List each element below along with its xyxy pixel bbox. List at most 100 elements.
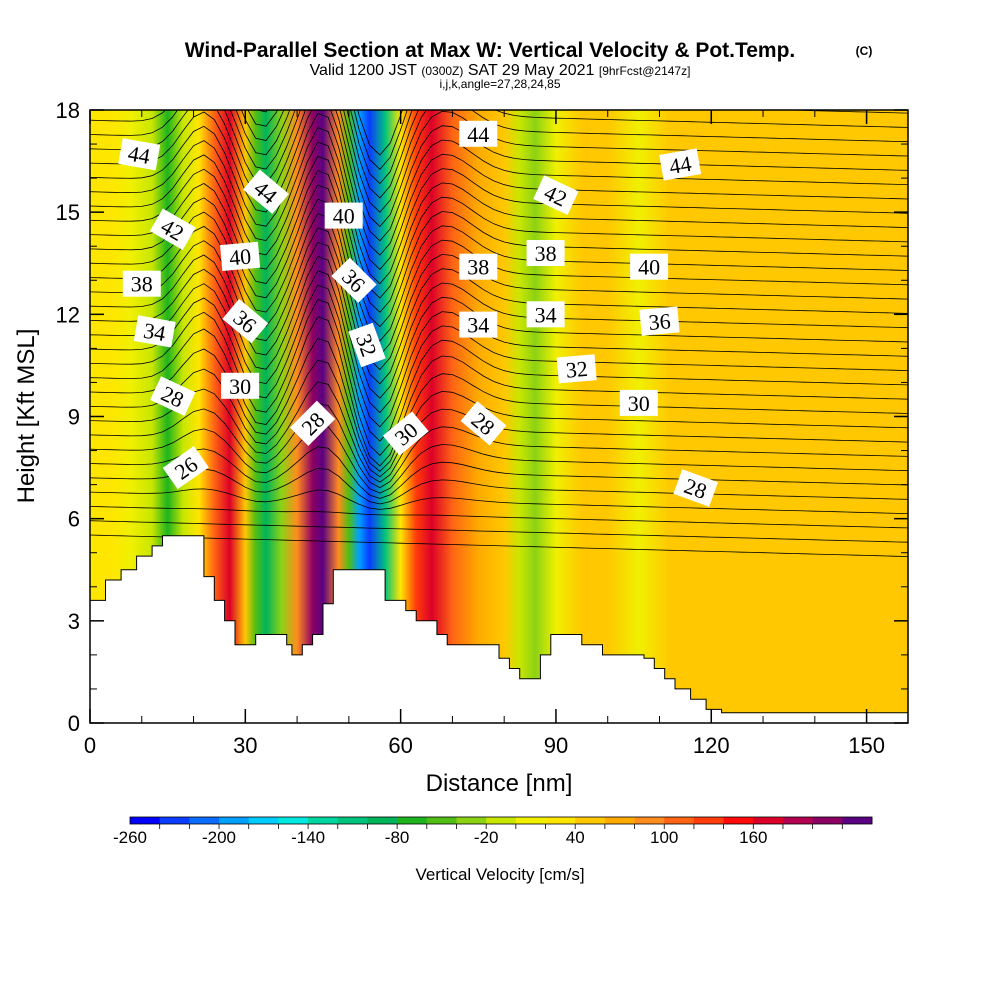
colorbar-tick-label: 160 [739, 828, 767, 847]
colorbar-swatch [248, 817, 279, 824]
colorbar-swatch [575, 817, 606, 824]
colorbar-swatch [782, 817, 814, 824]
contour-label: 44 [659, 148, 702, 181]
colorbar-tick-label: -80 [385, 828, 410, 847]
theta-contour-line [90, 241, 908, 399]
contour-label: 32 [556, 354, 597, 384]
y-tick-label: 6 [68, 507, 80, 532]
contour-label: 38 [459, 253, 498, 280]
contour-label-text: 34 [467, 313, 489, 338]
contour-label: 28 [673, 469, 719, 507]
theta-contour-line [90, 520, 908, 543]
contour-label: 44 [118, 138, 161, 171]
colorbar-swatch [308, 817, 339, 824]
valid-date: SAT 29 May 2021 [468, 62, 595, 79]
contour-label: 40 [630, 253, 669, 280]
contour-label-text: 40 [638, 255, 660, 280]
x-tick-label: 90 [544, 733, 568, 758]
theta-contour-line [90, 198, 908, 356]
contour-label-text: 40 [228, 243, 252, 270]
contour-label-box [459, 253, 498, 280]
chart-title: Wind-Parallel Section at Max W: Vertical… [185, 39, 796, 62]
colorbar-swatch [367, 817, 398, 824]
contour-label-box [659, 148, 702, 181]
colorbar-swatch [130, 817, 161, 824]
contour-label-text: 40 [333, 204, 355, 229]
theta-contour-line [90, 506, 908, 529]
colorbar-swatch [693, 817, 724, 824]
contour-label-text: 44 [667, 151, 693, 179]
theta-contour-line [90, 534, 908, 557]
contour-label-box [133, 315, 176, 348]
contour-label-box [526, 301, 565, 328]
theta-contour-line [90, 316, 908, 467]
colorbar-frame [129, 816, 873, 825]
contour-label-box [348, 322, 386, 368]
x-tick-label: 0 [84, 733, 96, 758]
contour-label-text: 44 [467, 122, 489, 147]
contour-label-box [331, 257, 377, 303]
contour-label-box [222, 298, 269, 344]
contour-label-box [639, 306, 680, 336]
contour-label: 30 [221, 372, 260, 399]
colorbar-swatch [219, 817, 250, 824]
contour-label-box [673, 469, 719, 507]
contour-label-box [630, 253, 669, 280]
contour-label: 38 [526, 240, 565, 266]
title-mark: (C) [856, 44, 873, 58]
theta-contour-line [90, 227, 908, 385]
contour-label: 30 [619, 389, 658, 416]
colorbar-swatch [545, 817, 576, 824]
theta-contours [90, 110, 908, 557]
valid-prefix: Valid 1200 JST [310, 62, 418, 79]
contour-label-box [162, 446, 209, 490]
colorbar-label: Vertical Velocity [cm/s] [415, 865, 584, 884]
y-tick-label: 9 [68, 405, 80, 430]
contour-label-box [289, 400, 336, 446]
contour-label-text: 34 [535, 302, 557, 327]
contour-label-box [149, 208, 196, 250]
x-axis-label: Distance [nm] [426, 770, 573, 797]
colorbar-swatch [515, 817, 546, 824]
colorbar-tick-label: -200 [202, 828, 236, 847]
contour-label-box [118, 138, 161, 171]
y-axis-label: Height [Kft MSL] [13, 329, 40, 504]
colorbar-swatch [426, 817, 457, 824]
contour-label-box [533, 175, 579, 215]
theta-contour-line [90, 467, 908, 505]
contour-label: 38 [122, 270, 161, 297]
theta-contour-line [90, 110, 908, 213]
theta-contour-line [90, 424, 908, 494]
contour-label-box [122, 270, 161, 297]
colorbar-swatch [189, 817, 220, 824]
theta-contour-line [90, 446, 908, 499]
colorbar-tick-label: -140 [291, 828, 325, 847]
theta-contour-line [90, 402, 908, 489]
contour-label-box [220, 241, 261, 272]
theta-contour-line [90, 284, 908, 442]
colorbar-swatch [337, 817, 368, 824]
theta-contour-line [90, 110, 908, 242]
colorbar: -260 -200 -140 -80 -20 40 100 160 [113, 816, 873, 847]
contour-label-box [460, 401, 507, 446]
contour-label: 44 [459, 120, 498, 147]
contour-label: 40 [220, 241, 261, 272]
colorbar-swatch [278, 817, 309, 824]
theta-contour-line [90, 155, 908, 313]
colorbar-swatch [812, 817, 843, 824]
colorbar-swatch [723, 817, 754, 824]
contour-label: 34 [133, 315, 176, 348]
x-tick-label: 60 [388, 733, 412, 758]
contour-label-text: 36 [647, 308, 671, 335]
theta-contour-line [90, 184, 908, 342]
colorbar-swatch [842, 817, 873, 824]
contour-label-text: 38 [467, 255, 489, 280]
contour-label-box [243, 169, 289, 214]
theta-contour-line [90, 170, 908, 328]
y-tick-label: 18 [56, 98, 80, 123]
contour-label-box [324, 202, 363, 229]
contour-label-box [459, 311, 498, 338]
